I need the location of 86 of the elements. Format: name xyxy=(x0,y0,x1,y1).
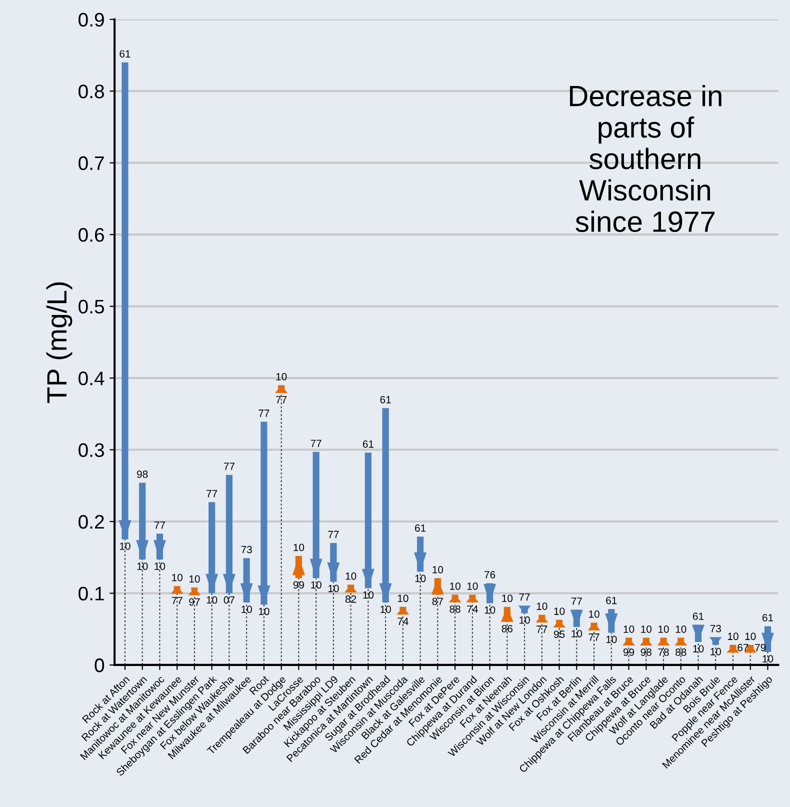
annotation: 77 xyxy=(224,462,234,470)
annotation: 10 xyxy=(450,582,460,590)
annotation: 77 xyxy=(206,490,218,498)
annotation: 10 xyxy=(346,572,356,580)
annotation: 88 xyxy=(450,605,460,613)
annotation: 10 xyxy=(172,574,182,582)
annotation: 77 xyxy=(258,410,270,417)
annotation: 10 xyxy=(589,610,600,618)
annotation: 73 xyxy=(710,624,721,632)
annotation: 10 xyxy=(242,606,252,613)
annotation: 10 xyxy=(467,582,478,590)
annotation: 88 xyxy=(676,648,686,656)
annotation: 10 xyxy=(728,632,738,640)
annotation: 10 xyxy=(294,544,304,552)
annotation: 10 xyxy=(328,584,339,592)
annotation: 77 xyxy=(328,530,339,538)
annotation: 61 xyxy=(120,50,130,58)
annotation: 61 xyxy=(762,614,774,622)
annotation: 86 xyxy=(502,624,512,632)
annotation: 10 xyxy=(415,574,426,582)
annotation: 95 xyxy=(554,630,565,638)
y-tick-label: 0.8 xyxy=(78,84,104,98)
annotation: 77 xyxy=(588,634,600,641)
annotation: 97 xyxy=(189,598,200,606)
annotation: 61 xyxy=(380,396,391,404)
annotation: 77 xyxy=(310,440,322,447)
annotation: 74 xyxy=(398,618,408,625)
annotation: 10 xyxy=(554,608,565,615)
y-tick-label: 0.9 xyxy=(78,12,104,27)
annotation: 61 xyxy=(362,440,374,448)
annotation: 10 xyxy=(606,636,617,644)
annotation: 10 xyxy=(484,606,496,614)
annotation: 61 xyxy=(606,596,617,604)
annotation: 10 xyxy=(572,630,582,638)
annotation: 78 xyxy=(658,648,669,656)
annotation: 07 xyxy=(224,596,234,604)
annotation: 77 xyxy=(536,626,548,633)
annotation: 10 xyxy=(624,625,634,633)
y-tick-label: 0 xyxy=(94,658,104,672)
annotation: 10 xyxy=(398,594,408,602)
y-axis-title: TP (mg/L) xyxy=(46,282,72,404)
annotation: 10 xyxy=(536,602,548,610)
annotation: 77 xyxy=(154,522,165,529)
annotation: Decrease in parts of southern Wisconsin since 1977 xyxy=(570,84,722,232)
annotation: 10 xyxy=(189,575,200,583)
annotation: 82 xyxy=(345,595,356,603)
annotation: 10 xyxy=(641,625,652,633)
annotation: 87 xyxy=(432,598,443,606)
annotation: 10 xyxy=(658,625,669,633)
annotation: 10 xyxy=(520,616,530,624)
annotation: 10 xyxy=(258,608,270,616)
annotation: 10 xyxy=(676,625,686,633)
annotation: 98 xyxy=(137,470,148,478)
annotation: 76 xyxy=(484,570,496,578)
annotation: 10 xyxy=(363,591,374,599)
annotation: 10 xyxy=(380,606,391,613)
y-tick-label: 0.3 xyxy=(78,443,104,458)
annotation: 10 xyxy=(276,372,287,380)
annotation: 10 xyxy=(745,632,756,640)
annotation: 10 xyxy=(206,596,218,604)
y-tick-label: 0.5 xyxy=(78,300,104,314)
annotation: 98 xyxy=(640,648,652,656)
annotation: 77 xyxy=(172,596,182,604)
y-tick-label: 0.6 xyxy=(78,228,104,242)
annotation: 61 xyxy=(415,524,426,532)
annotation: 74 xyxy=(467,606,478,613)
annotation: 10 xyxy=(710,648,721,656)
annotation: 99 xyxy=(623,648,634,656)
annotation: 99 xyxy=(293,581,304,589)
y-tick-label: 0.1 xyxy=(78,586,104,600)
annotation: 10 xyxy=(137,562,148,570)
annotation: 10 xyxy=(432,566,444,574)
annotation: 10 xyxy=(693,645,704,652)
y-tick-label: 0.7 xyxy=(78,156,104,170)
annotation: 77 xyxy=(276,396,287,404)
y-tick-label: 0.2 xyxy=(78,514,104,529)
annotation: 10 xyxy=(502,594,513,602)
annotation: 10 xyxy=(762,655,774,662)
annotation: 61 xyxy=(692,612,704,620)
annotation: 73 xyxy=(241,546,252,554)
annotation: 10 xyxy=(311,581,322,589)
annotation: 10 xyxy=(120,542,130,550)
annotation: 77 xyxy=(571,598,582,605)
annotation: 10 xyxy=(154,562,166,570)
y-tick-label: 0.4 xyxy=(78,372,104,386)
annotation: 77 xyxy=(519,593,530,601)
